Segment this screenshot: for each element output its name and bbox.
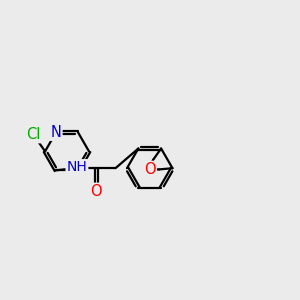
Text: N: N [51, 125, 62, 140]
Text: Cl: Cl [26, 127, 40, 142]
Text: NH: NH [67, 160, 87, 174]
Text: O: O [90, 184, 102, 199]
Text: O: O [144, 162, 156, 177]
